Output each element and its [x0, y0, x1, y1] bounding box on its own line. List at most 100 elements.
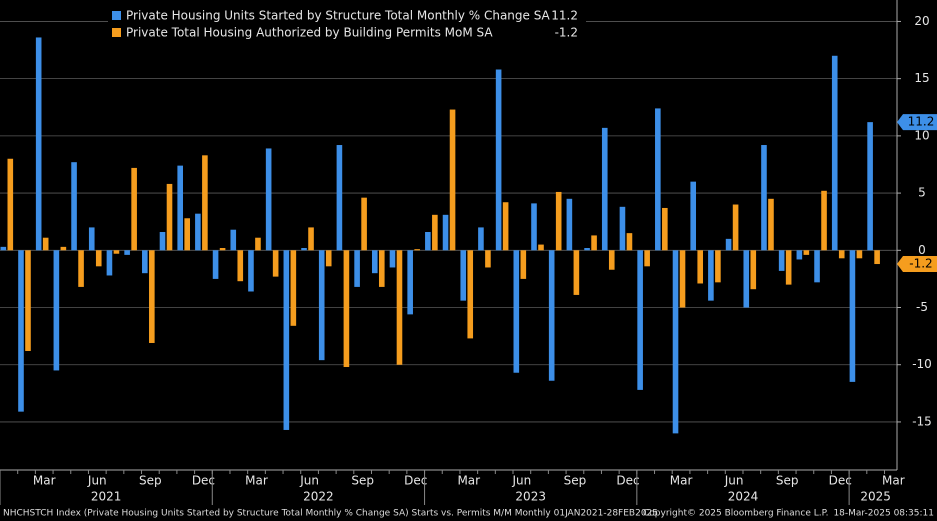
bar — [60, 246, 67, 251]
bar — [478, 227, 484, 251]
bar — [460, 250, 467, 301]
bar — [53, 250, 60, 371]
bar — [396, 250, 403, 365]
bar — [42, 237, 49, 251]
bar — [655, 108, 661, 251]
bar — [354, 250, 360, 287]
year-label: 2021 — [91, 490, 122, 504]
last-value-label: 11.2 — [908, 115, 935, 129]
footer-copyright: Copyright© 2025 Bloomberg Finance L.P. — [643, 509, 828, 519]
bar — [821, 190, 827, 251]
last-value-tag — [897, 114, 937, 131]
bar — [555, 191, 562, 251]
bar — [378, 250, 385, 287]
bar — [25, 250, 31, 351]
bar — [715, 250, 721, 283]
bar — [548, 250, 555, 381]
x-tick-label: Dec — [829, 474, 852, 488]
bar — [814, 250, 820, 283]
bar — [255, 237, 261, 251]
y-tick-label: -10 — [912, 357, 932, 371]
year-label: 2022 — [303, 490, 334, 504]
bar — [308, 227, 314, 251]
bar — [513, 250, 520, 373]
x-tick-label: Jun — [299, 474, 319, 488]
bar — [159, 231, 166, 251]
bar — [113, 250, 120, 254]
x-tick-label: Sep — [351, 474, 374, 488]
bar — [573, 250, 580, 295]
y-tick-label: 5 — [918, 186, 926, 200]
bar — [584, 248, 590, 251]
bar — [7, 158, 14, 251]
bar — [149, 250, 155, 343]
y-tick-label: -5 — [916, 300, 928, 314]
bar — [124, 250, 130, 255]
bar — [637, 250, 643, 390]
bar — [301, 248, 307, 251]
bar — [184, 218, 190, 251]
bar — [389, 250, 396, 268]
y-tick-label: 15 — [914, 71, 929, 85]
x-tick-label: Sep — [564, 474, 587, 488]
bar — [662, 207, 668, 251]
bar — [768, 198, 774, 251]
x-tick-label: Dec — [616, 474, 639, 488]
bar — [725, 238, 732, 251]
year-label: 2023 — [515, 490, 546, 504]
bar — [248, 250, 254, 292]
bar — [644, 250, 650, 267]
bar — [0, 246, 7, 251]
year-label: 2025 — [860, 490, 891, 504]
bar — [831, 55, 838, 251]
bar — [88, 227, 95, 251]
bar — [732, 204, 739, 251]
bar — [131, 167, 137, 251]
legend-label: Private Housing Units Started by Structu… — [126, 9, 551, 23]
bar — [538, 244, 544, 251]
legend-label: Private Total Housing Authorized by Buil… — [126, 26, 493, 40]
bar — [177, 165, 183, 251]
bar — [803, 250, 810, 255]
bar — [778, 250, 785, 271]
footer-date: 18-Mar-2025 08:35:11 — [833, 509, 934, 519]
bar — [856, 250, 863, 259]
y-tick-label: -15 — [912, 414, 932, 428]
bar — [407, 250, 413, 315]
bar — [219, 248, 226, 251]
bar — [361, 197, 367, 251]
bar — [265, 148, 272, 251]
bar — [838, 250, 845, 259]
bar — [166, 183, 173, 251]
bar — [230, 229, 237, 251]
bar — [318, 250, 325, 361]
bar — [608, 250, 615, 270]
bar — [520, 250, 527, 279]
x-tick-label: Dec — [404, 474, 427, 488]
bar — [601, 127, 608, 251]
x-tick-label: Mar — [245, 474, 268, 488]
bar — [425, 231, 431, 251]
bar — [212, 250, 219, 279]
x-tick-label: Mar — [882, 474, 905, 488]
y-tick-label: 10 — [914, 128, 929, 142]
footer-source: NHCHSTCH Index (Private Housing Units St… — [3, 509, 658, 519]
bar — [442, 214, 449, 251]
bar — [796, 250, 803, 260]
bar — [690, 181, 697, 251]
bar — [290, 250, 297, 326]
bars — [0, 37, 880, 434]
bar — [591, 235, 597, 251]
x-tick-label: Mar — [33, 474, 56, 488]
bar — [531, 203, 537, 251]
bar — [761, 145, 767, 251]
last-value-label: -1.2 — [909, 257, 932, 271]
bar — [414, 249, 420, 251]
bar — [708, 250, 714, 301]
legend-swatch — [112, 28, 121, 37]
bar — [874, 250, 880, 265]
bar — [672, 250, 679, 434]
x-tick-label: Mar — [457, 474, 480, 488]
bar — [867, 122, 873, 251]
